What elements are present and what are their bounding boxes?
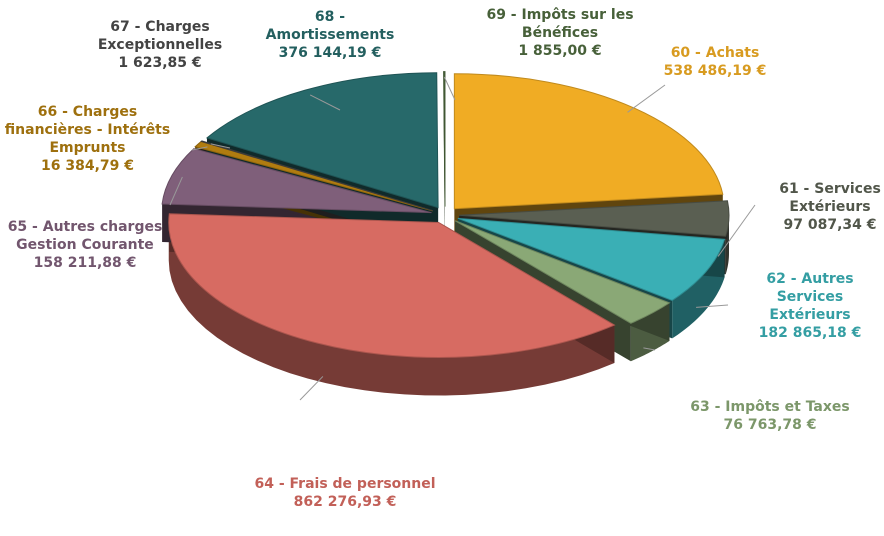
leader-line bbox=[210, 143, 231, 149]
leader-line bbox=[443, 76, 456, 101]
category-name: 64 - Frais de personnel bbox=[254, 476, 436, 492]
slice-label: 68 - Amortissements 376 144,19 € bbox=[250, 8, 410, 62]
value-label: 76 763,78 € bbox=[723, 417, 817, 433]
slice bbox=[205, 72, 439, 209]
leader-line bbox=[191, 146, 208, 151]
leader-line bbox=[299, 376, 324, 401]
leader-line bbox=[169, 176, 183, 206]
category-name: 68 - Amortissements bbox=[265, 9, 395, 43]
category-name: 69 - Impôts sur les Bénéfices bbox=[486, 7, 634, 41]
value-label: 376 144,19 € bbox=[278, 45, 382, 61]
category-name: 61 - Services Extérieurs bbox=[779, 181, 881, 215]
leader-line bbox=[627, 84, 666, 113]
leader-line bbox=[717, 204, 756, 257]
slice-label: 62 - Autres Services Extérieurs 182 865,1… bbox=[735, 270, 884, 342]
slice-label: 65 - Autres charges Gestion Courante 158 … bbox=[0, 218, 170, 272]
value-label: 1 855,00 € bbox=[518, 43, 602, 59]
slice-label: 69 - Impôts sur les Bénéfices 1 855,00 € bbox=[470, 6, 650, 60]
slice-label: 61 - Services Extérieurs 97 087,34 € bbox=[755, 180, 884, 234]
leader-line bbox=[696, 304, 729, 308]
category-name: 65 - Autres charges Gestion Courante bbox=[7, 219, 163, 253]
value-label: 538 486,19 € bbox=[663, 63, 767, 79]
slice bbox=[454, 220, 671, 324]
value-label: 182 865,18 € bbox=[758, 325, 862, 341]
slice-side bbox=[725, 215, 729, 275]
leader-line bbox=[309, 94, 341, 111]
slice-label: 64 - Frais de personnel 862 276,93 € bbox=[245, 475, 445, 511]
value-label: 16 384,79 € bbox=[41, 158, 134, 174]
slice bbox=[458, 200, 730, 237]
slice-label: 63 - Impôts et Taxes 76 763,78 € bbox=[680, 398, 860, 434]
slice bbox=[453, 73, 724, 210]
slice bbox=[457, 217, 726, 301]
category-name: 66 - Charges financières - Intérêts Empr… bbox=[4, 104, 171, 156]
slice-label: 60 - Achats 538 486,19 € bbox=[630, 44, 800, 80]
slice-side bbox=[168, 222, 615, 396]
value-label: 862 276,93 € bbox=[293, 494, 397, 510]
value-label: 1 623,85 € bbox=[118, 55, 202, 71]
slice-side bbox=[672, 239, 725, 339]
category-name: 60 - Achats bbox=[670, 45, 760, 61]
value-label: 158 211,88 € bbox=[33, 255, 137, 271]
slice-label: 66 - Charges financières - Intérêts Empr… bbox=[0, 103, 175, 175]
category-name: 67 - Charges Exceptionnelles bbox=[97, 19, 223, 53]
slice bbox=[168, 213, 616, 359]
slice bbox=[200, 140, 434, 212]
value-label: 97 087,34 € bbox=[783, 217, 877, 233]
leader-line bbox=[643, 347, 656, 351]
category-name: 63 - Impôts et Taxes bbox=[690, 399, 850, 415]
slice bbox=[443, 71, 446, 207]
category-name: 62 - Autres Services Extérieurs bbox=[766, 271, 854, 323]
slice-label: 67 - Charges Exceptionnelles 1 623,85 € bbox=[85, 18, 235, 72]
